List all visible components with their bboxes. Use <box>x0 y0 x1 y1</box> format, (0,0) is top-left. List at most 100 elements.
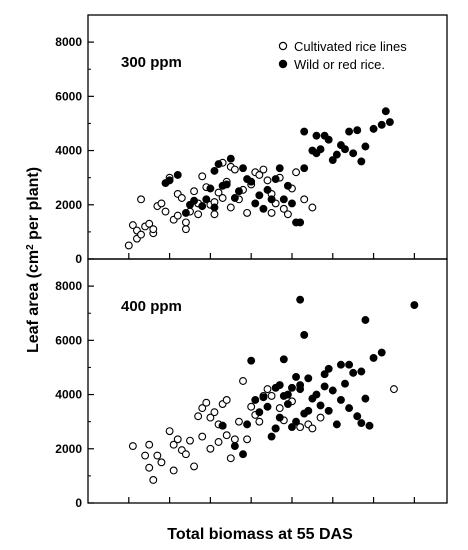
data-point-cultivated <box>157 458 166 467</box>
legend-item-wild: Wild or red rice. <box>294 57 385 72</box>
y-axis-title-sup: 2 <box>25 244 36 250</box>
data-point-cultivated <box>157 199 166 208</box>
data-point-cultivated <box>222 431 231 440</box>
data-point-wild <box>292 417 301 426</box>
panel-300ppm: 0 2000 4000 6000 8000 300 ppm <box>55 14 448 266</box>
data-point-wild <box>271 175 280 183</box>
y-tick-label: 6000 <box>55 89 82 103</box>
data-point-wild <box>316 401 325 410</box>
data-point-cultivated <box>198 404 207 413</box>
data-point-wild <box>279 195 288 204</box>
data-point-wild <box>304 374 313 383</box>
data-point-cultivated <box>177 194 186 202</box>
data-point-wild <box>345 360 354 369</box>
data-point-wild <box>210 166 219 175</box>
data-point-wild <box>377 348 386 357</box>
data-point-wild <box>349 368 358 377</box>
data-point-cultivated <box>173 211 182 220</box>
data-point-cultivated <box>267 208 276 217</box>
data-point-wild <box>304 406 313 415</box>
data-point-wild <box>365 421 374 430</box>
data-point-wild <box>353 412 362 421</box>
data-point-wild <box>198 202 207 211</box>
data-point-wild <box>369 354 378 362</box>
data-point-wild <box>300 127 309 136</box>
data-point-wild <box>357 367 366 376</box>
data-point-wild <box>410 301 419 310</box>
data-point-cultivated <box>198 172 207 181</box>
data-point-wild <box>328 156 337 164</box>
data-point-cultivated <box>145 440 154 449</box>
legend-open-circle-marker <box>278 41 288 51</box>
data-point-cultivated <box>259 165 268 174</box>
data-point-cultivated <box>226 454 235 463</box>
data-point-wild <box>279 355 288 364</box>
data-point-wild <box>271 424 280 433</box>
data-point-wild <box>312 390 321 399</box>
data-point-wild <box>234 187 243 196</box>
data-point-cultivated <box>186 436 194 445</box>
data-point-wild <box>230 442 239 451</box>
data-point-wild <box>259 393 268 402</box>
data-point-cultivated <box>210 408 219 417</box>
data-point-cultivated <box>149 476 158 484</box>
y-axis-title-main: Leaf area (cm <box>25 250 42 353</box>
data-point-wild <box>247 356 256 365</box>
data-point-cultivated <box>300 195 309 204</box>
data-point-wild <box>296 295 305 304</box>
data-point-cultivated <box>218 194 227 202</box>
data-point-cultivated <box>243 435 252 444</box>
data-point-cultivated <box>194 210 203 219</box>
data-point-cultivated <box>283 210 292 219</box>
data-point-cultivated <box>308 424 317 433</box>
data-point-cultivated <box>222 396 231 404</box>
data-point-cultivated <box>181 450 190 459</box>
data-point-cultivated <box>243 208 252 217</box>
data-point-wild <box>173 171 182 179</box>
panel-400ppm: 0 2000 4000 6000 8000 400 ppm <box>55 258 448 510</box>
y-tick-label: 6000 <box>55 333 82 347</box>
data-point-cultivated <box>296 423 305 432</box>
data-point-cultivated <box>181 225 190 234</box>
data-point-wild <box>275 164 284 173</box>
data-point-cultivated <box>190 462 199 471</box>
y-tick-label: 0 <box>75 252 82 266</box>
data-point-wild <box>255 191 264 200</box>
data-point-wild <box>341 145 349 154</box>
data-point-cultivated <box>263 176 272 185</box>
data-point-cultivated <box>137 230 145 239</box>
data-point-wild <box>332 420 341 429</box>
data-point-cultivated <box>214 438 223 446</box>
data-point-wild <box>296 385 305 394</box>
data-point-cultivated <box>279 204 288 213</box>
data-point-wild <box>296 218 305 227</box>
data-point-cultivated <box>145 219 154 228</box>
data-point-cultivated <box>390 385 398 394</box>
data-point-cultivated <box>194 412 203 421</box>
data-point-wild <box>341 379 349 388</box>
data-point-cultivated <box>226 203 235 212</box>
data-point-wild <box>316 145 325 154</box>
data-point-cultivated <box>141 451 150 460</box>
data-point-wild <box>312 131 321 140</box>
panel-label: 300 ppm <box>121 54 182 71</box>
data-point-wild <box>345 127 354 136</box>
data-point-cultivated <box>145 463 154 472</box>
data-point-cultivated <box>230 435 239 444</box>
data-point-wild <box>181 208 190 217</box>
data-point-wild <box>214 160 223 169</box>
data-point-cultivated <box>165 427 174 436</box>
y-axis-title-end: per plant) <box>25 167 42 244</box>
data-point-wild <box>328 386 337 395</box>
data-point-cultivated <box>206 444 215 453</box>
data-point-wild <box>275 381 284 390</box>
data-point-cultivated <box>308 203 317 212</box>
data-point-wild <box>320 370 329 379</box>
data-point-cultivated <box>316 413 325 422</box>
data-point-wild <box>288 199 296 208</box>
data-point-cultivated <box>275 404 284 413</box>
data-point-wild <box>336 396 345 404</box>
data-point-cultivated <box>255 171 264 179</box>
legend-item-cultivated: Cultivated rice lines <box>294 39 407 54</box>
data-point-wild <box>206 184 215 193</box>
